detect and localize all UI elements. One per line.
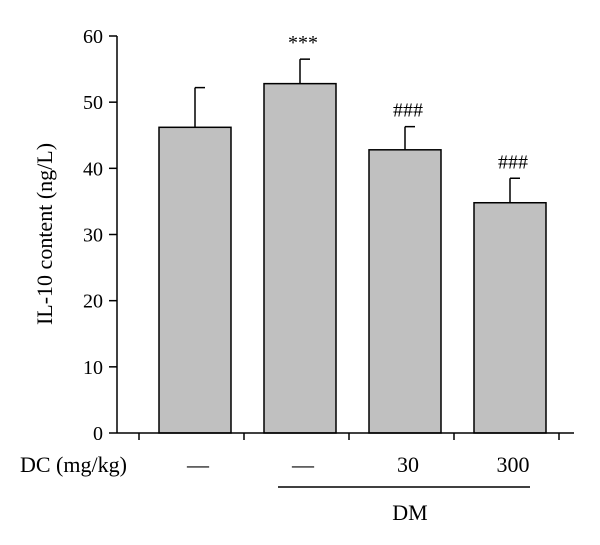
significance-annotation: ### (498, 151, 528, 173)
y-tick-label: 0 (93, 423, 103, 445)
y-axis-title: IL-10 content (ng/L) (32, 143, 57, 325)
y-tick-label: 60 (83, 26, 103, 48)
y-tick-label: 10 (83, 357, 103, 379)
dc-dose-label: 30 (397, 452, 419, 477)
bars-layer (158, 82, 547, 434)
x-ticks-layer (138, 433, 560, 440)
condition-labels-layer: — — 30 300 (186, 452, 530, 477)
bar (473, 201, 547, 434)
bar (158, 126, 232, 434)
y-tick-label: 40 (83, 158, 103, 180)
error-bars-layer (194, 58, 520, 203)
annotations-layer: *** ### ### (288, 32, 528, 173)
condition-row-label: DC (mg/kg) (20, 452, 127, 477)
dm-group-label: DM (392, 500, 427, 525)
dc-dose-label: — (186, 452, 210, 477)
dc-dose-label: 300 (497, 452, 530, 477)
bar (368, 149, 442, 434)
y-ticks-layer: 0 10 20 30 40 50 60 (83, 26, 117, 445)
y-tick-label: 50 (83, 92, 103, 114)
bar (263, 82, 337, 434)
y-tick-label: 20 (83, 291, 103, 313)
y-tick-label: 30 (83, 225, 103, 247)
dc-dose-label: — (291, 452, 315, 477)
significance-annotation: *** (288, 32, 318, 54)
significance-annotation: ### (393, 100, 423, 122)
